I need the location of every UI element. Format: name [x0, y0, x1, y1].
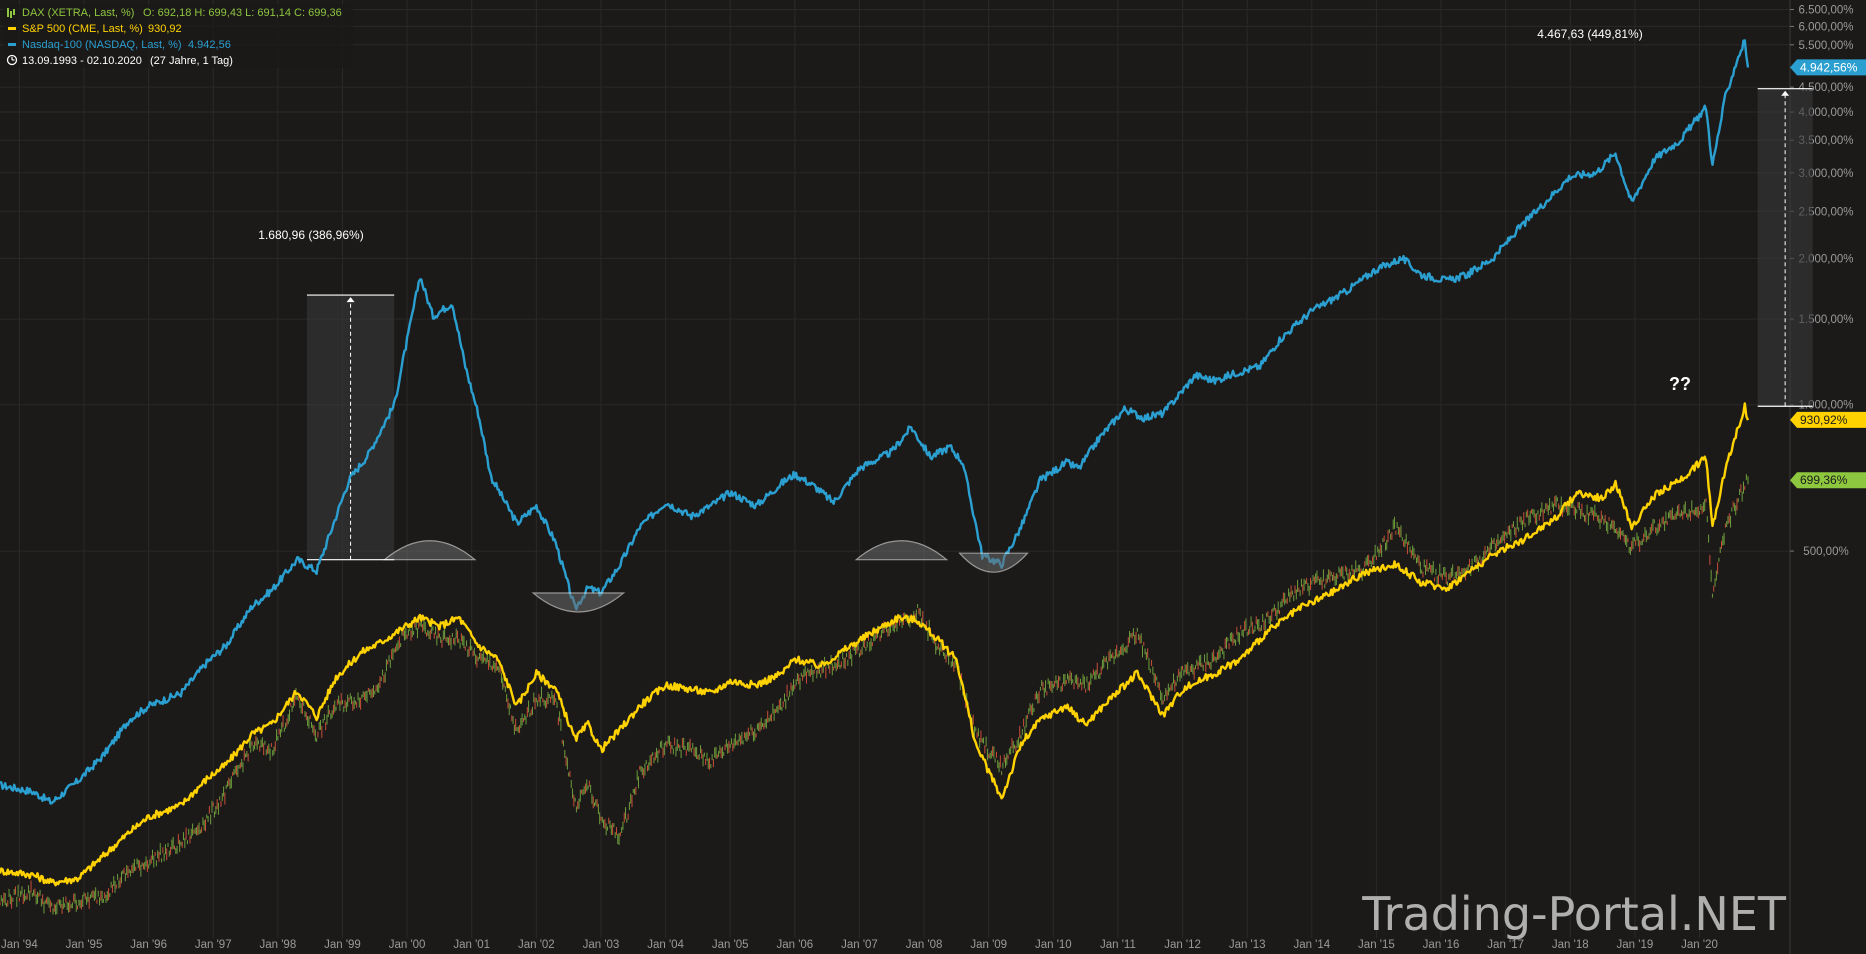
- legend-label-range: 13.09.1993 - 02.10.2020: [22, 55, 142, 67]
- candlestick-icon: [7, 8, 15, 18]
- x-tick-label: Jan '06: [776, 939, 813, 951]
- right-measure-label: 4.467,63 (449,81%): [1537, 27, 1642, 41]
- x-tick-label: Jan '99: [324, 939, 361, 951]
- legend-label-dax: DAX (XETRA, Last, %): [22, 7, 134, 19]
- nasdaq-price-label: 4.942,56%: [1800, 60, 1858, 74]
- left-measure-label: 1.680,96 (386,96%): [258, 228, 363, 242]
- arc-annotations: [382, 540, 1029, 613]
- x-tick-label: Jan '12: [1164, 939, 1201, 951]
- x-tick-label: Jan '97: [195, 939, 232, 951]
- x-tick-label: Jan '18: [1552, 939, 1589, 951]
- legend-label-sp500: S&P 500 (CME, Last, %): [22, 23, 143, 35]
- nasdaq-price-badge: [1790, 59, 1866, 76]
- series-layer: [0, 39, 1750, 915]
- nasdaq-line: [0, 39, 1750, 805]
- watermark: Trading-Portal.NET: [1361, 887, 1787, 941]
- x-axis: Jan '94 Jan '95 Jan '96 Jan '97 Jan '98 Jan '…: [1, 939, 1718, 951]
- x-tick-label: Jan '20: [1681, 939, 1718, 951]
- x-tick-label: Jan '13: [1229, 939, 1266, 951]
- x-tick-label: Jan '04: [647, 939, 684, 951]
- x-tick-label: Jan '01: [453, 939, 490, 951]
- x-tick-label: Jan '14: [1293, 939, 1330, 951]
- x-tick-label: Jan '16: [1423, 939, 1460, 951]
- grid-lines: [0, 0, 1790, 938]
- legend-background: [3, 4, 353, 68]
- line-icon: [8, 43, 16, 46]
- y-tick-label: 500,00%: [1803, 546, 1848, 558]
- arc-bottom: [531, 592, 626, 613]
- x-tick-label: Jan '98: [260, 939, 297, 951]
- y-tick-label: 6.500,00%: [1799, 5, 1854, 17]
- x-tick-label: Jan '05: [712, 939, 749, 951]
- legend-values-sp500: 930,92: [148, 23, 182, 35]
- x-tick-label: Jan '09: [970, 939, 1007, 951]
- line-icon: [8, 27, 16, 30]
- x-tick-label: Jan '96: [130, 939, 167, 951]
- arc-top: [382, 540, 477, 561]
- dax-price-badge: [1790, 472, 1866, 489]
- arrow-up-icon: [346, 297, 355, 303]
- arrow-up-icon: [1781, 90, 1790, 96]
- x-tick-label: Jan '08: [906, 939, 943, 951]
- x-tick-label: Jan '15: [1358, 939, 1395, 951]
- sp500-price-label: 930,92%: [1800, 413, 1848, 427]
- x-tick-label: Jan '95: [66, 939, 103, 951]
- arc-top: [854, 540, 949, 561]
- legend-item-dax[interactable]: DAX (XETRA, Last, %) O: 692,18 H: 699,43…: [7, 7, 342, 19]
- y-tick-label: 6.000,00%: [1799, 21, 1854, 33]
- measurement-layer: [306, 88, 1813, 561]
- legend-values-dax: O: 692,18 H: 699,43 L: 691,14 C: 699,36: [143, 7, 342, 19]
- x-tick-label: Jan '11: [1100, 939, 1136, 951]
- x-tick-label: Jan '03: [583, 939, 620, 951]
- legend-item-nasdaq[interactable]: Nasdaq-100 (NASDAQ, Last, %) 4.942,56: [8, 39, 231, 51]
- x-tick-label: Jan '17: [1487, 939, 1524, 951]
- x-tick-label: Jan '94: [1, 939, 38, 951]
- legend: DAX (XETRA, Last, %) O: 692,18 H: 699,43…: [3, 4, 353, 68]
- sp500-price-badge: [1790, 411, 1866, 428]
- x-tick-label: Jan '07: [841, 939, 878, 951]
- y-tick-label: 5.500,00%: [1799, 40, 1854, 52]
- legend-values-range: (27 Jahre, 1 Tag): [150, 55, 233, 67]
- legend-item-range[interactable]: 13.09.1993 - 02.10.2020 (27 Jahre, 1 Tag…: [6, 54, 233, 67]
- legend-label-nasdaq: Nasdaq-100 (NASDAQ, Last, %): [22, 39, 182, 51]
- sp500-line: [0, 402, 1750, 887]
- legend-values-nasdaq: 4.942,56: [188, 39, 231, 51]
- x-tick-label: Jan '02: [518, 939, 555, 951]
- x-tick-label: Jan '00: [389, 939, 426, 951]
- price-badges: 4.942,56% 930,92% 699,36%: [1790, 59, 1866, 489]
- question-marks: ??: [1669, 374, 1691, 394]
- dax-price-label: 699,36%: [1800, 473, 1848, 487]
- legend-item-sp500[interactable]: S&P 500 (CME, Last, %) 930,92: [8, 23, 182, 35]
- clock-icon: [6, 54, 18, 66]
- x-tick-label: Jan '10: [1035, 939, 1072, 951]
- x-tick-label: Jan '19: [1617, 939, 1654, 951]
- arc-bottom: [958, 552, 1029, 573]
